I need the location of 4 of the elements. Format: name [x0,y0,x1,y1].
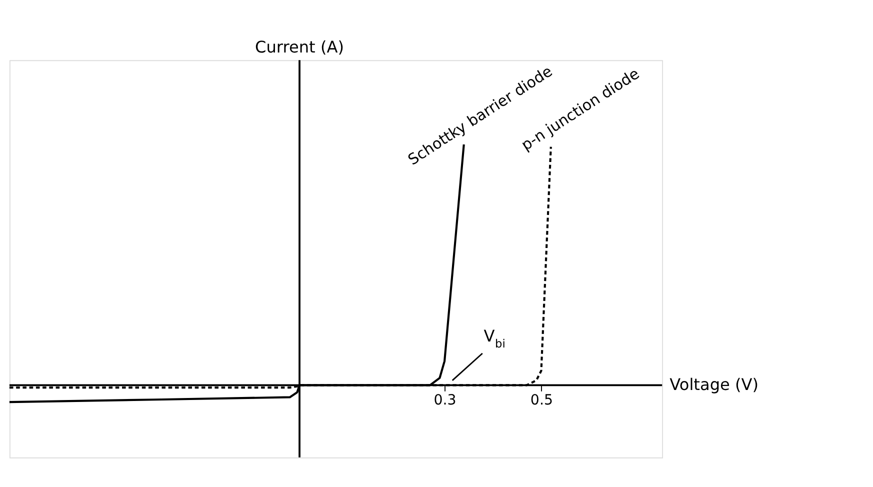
x-axis-title: Voltage (V) [670,374,759,394]
x-tick-label: 0.3 [434,392,456,409]
text: Current (A) [255,38,344,57]
x-tick-label: 0.5 [530,392,553,409]
